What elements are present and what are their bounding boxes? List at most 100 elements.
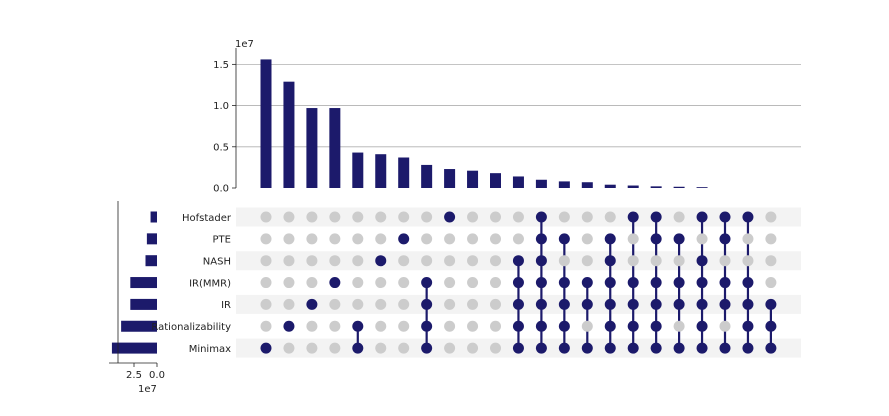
membership-dot-active bbox=[742, 320, 754, 332]
set-label: Hofstader bbox=[182, 213, 232, 224]
membership-dot-inactive bbox=[467, 255, 479, 267]
membership-dot-inactive bbox=[673, 211, 685, 223]
intersection-bar bbox=[604, 184, 616, 188]
membership-dot-inactive bbox=[375, 298, 387, 310]
membership-dot-inactive bbox=[306, 211, 318, 223]
membership-dot-inactive bbox=[765, 277, 777, 289]
membership-dot-inactive bbox=[444, 277, 456, 289]
membership-dot-inactive bbox=[604, 211, 616, 223]
membership-dot-inactive bbox=[558, 255, 570, 267]
membership-dot-active bbox=[627, 211, 639, 223]
intersection-bars bbox=[260, 59, 708, 188]
membership-dot-active bbox=[421, 342, 433, 354]
membership-dot-active bbox=[283, 320, 295, 332]
membership-dot-inactive bbox=[329, 298, 341, 310]
membership-dot-inactive bbox=[581, 233, 593, 245]
membership-dot-inactive bbox=[490, 277, 501, 289]
membership-dot-active bbox=[765, 342, 777, 354]
membership-dot-active bbox=[581, 277, 593, 289]
set-label: Rationalizability bbox=[151, 322, 231, 333]
membership-dot-inactive bbox=[444, 342, 456, 354]
set-size-bar bbox=[130, 277, 157, 289]
membership-dot-active bbox=[719, 211, 731, 223]
membership-dot-active bbox=[673, 298, 685, 310]
membership-dot-inactive bbox=[421, 255, 433, 267]
membership-dot-inactive bbox=[283, 277, 295, 289]
set-x-tick-label: 2.5 bbox=[126, 370, 142, 381]
membership-dot-active bbox=[604, 298, 616, 310]
membership-dot-inactive bbox=[260, 233, 272, 245]
set-size-x-axis: 2.5 0.0 bbox=[109, 201, 165, 381]
membership-dot-active bbox=[604, 255, 616, 267]
membership-dot-inactive bbox=[283, 255, 295, 267]
membership-dot-active bbox=[696, 255, 708, 267]
membership-dot-active bbox=[398, 233, 410, 245]
membership-dot-inactive bbox=[375, 342, 387, 354]
membership-dot-inactive bbox=[696, 233, 708, 245]
membership-dot-active bbox=[673, 233, 685, 245]
intersection-bar bbox=[444, 169, 456, 188]
membership-dot-active bbox=[742, 211, 754, 223]
membership-dot-active bbox=[627, 320, 639, 332]
membership-dot-inactive bbox=[421, 211, 433, 223]
membership-dot-inactive bbox=[283, 342, 295, 354]
membership-dot-active bbox=[421, 320, 433, 332]
set-scale-label: 1e7 bbox=[138, 384, 157, 395]
membership-dot-inactive bbox=[444, 233, 456, 245]
membership-dot-active bbox=[260, 342, 272, 354]
membership-dot-active bbox=[765, 298, 777, 310]
membership-dot-inactive bbox=[467, 320, 479, 332]
membership-dot-inactive bbox=[742, 255, 754, 267]
membership-dot-inactive bbox=[558, 211, 570, 223]
intersection-bar bbox=[535, 179, 547, 188]
membership-dot-inactive bbox=[306, 233, 318, 245]
membership-dot-active bbox=[696, 342, 708, 354]
intersection-bar bbox=[558, 181, 570, 188]
intersection-bar bbox=[375, 154, 387, 188]
membership-dot-active bbox=[696, 277, 708, 289]
membership-dot-inactive bbox=[673, 255, 685, 267]
membership-dot-active bbox=[558, 277, 570, 289]
membership-dot-active bbox=[535, 211, 547, 223]
set-size-bar bbox=[150, 211, 157, 223]
membership-dot-inactive bbox=[581, 320, 593, 332]
intersection-bar bbox=[421, 164, 433, 188]
set-size-bars bbox=[111, 211, 157, 354]
membership-dot-inactive bbox=[490, 211, 501, 223]
membership-dot-inactive bbox=[329, 320, 341, 332]
membership-dot-inactive bbox=[765, 233, 777, 245]
membership-dot-inactive bbox=[352, 211, 364, 223]
membership-dot-inactive bbox=[398, 211, 410, 223]
membership-dot-active bbox=[352, 342, 364, 354]
membership-dot-active bbox=[627, 298, 639, 310]
membership-dot-inactive bbox=[306, 255, 318, 267]
intersection-y-axis: 0.0 0.5 1.0 1.5 bbox=[213, 48, 237, 195]
membership-dot-active bbox=[421, 277, 433, 289]
intersection-bar bbox=[673, 186, 685, 188]
membership-dot-active bbox=[650, 211, 662, 223]
set-size-bar bbox=[145, 255, 157, 267]
membership-dot-inactive bbox=[719, 255, 731, 267]
membership-dot-inactive bbox=[283, 211, 295, 223]
membership-dot-active bbox=[558, 342, 570, 354]
intersection-gridlines bbox=[236, 63, 801, 148]
set-label: IR(MMR) bbox=[189, 278, 231, 289]
membership-dot-active bbox=[512, 342, 524, 354]
set-x-tick-label: 0.0 bbox=[149, 370, 165, 381]
intersection-bar bbox=[329, 108, 341, 188]
membership-dot-active bbox=[535, 298, 547, 310]
membership-dot-active bbox=[375, 255, 387, 267]
membership-dot-inactive bbox=[352, 233, 364, 245]
intersection-bar bbox=[696, 187, 708, 188]
set-size-bar bbox=[121, 320, 157, 332]
membership-dot-inactive bbox=[467, 298, 479, 310]
membership-dot-inactive bbox=[375, 277, 387, 289]
membership-dot-active bbox=[650, 233, 662, 245]
membership-dot-inactive bbox=[329, 233, 341, 245]
set-label: IR bbox=[221, 300, 231, 311]
membership-dot-inactive bbox=[352, 277, 364, 289]
set-size-bar bbox=[111, 342, 157, 354]
membership-dot-inactive bbox=[512, 233, 524, 245]
membership-dot-inactive bbox=[581, 211, 593, 223]
membership-dot-inactive bbox=[375, 320, 387, 332]
